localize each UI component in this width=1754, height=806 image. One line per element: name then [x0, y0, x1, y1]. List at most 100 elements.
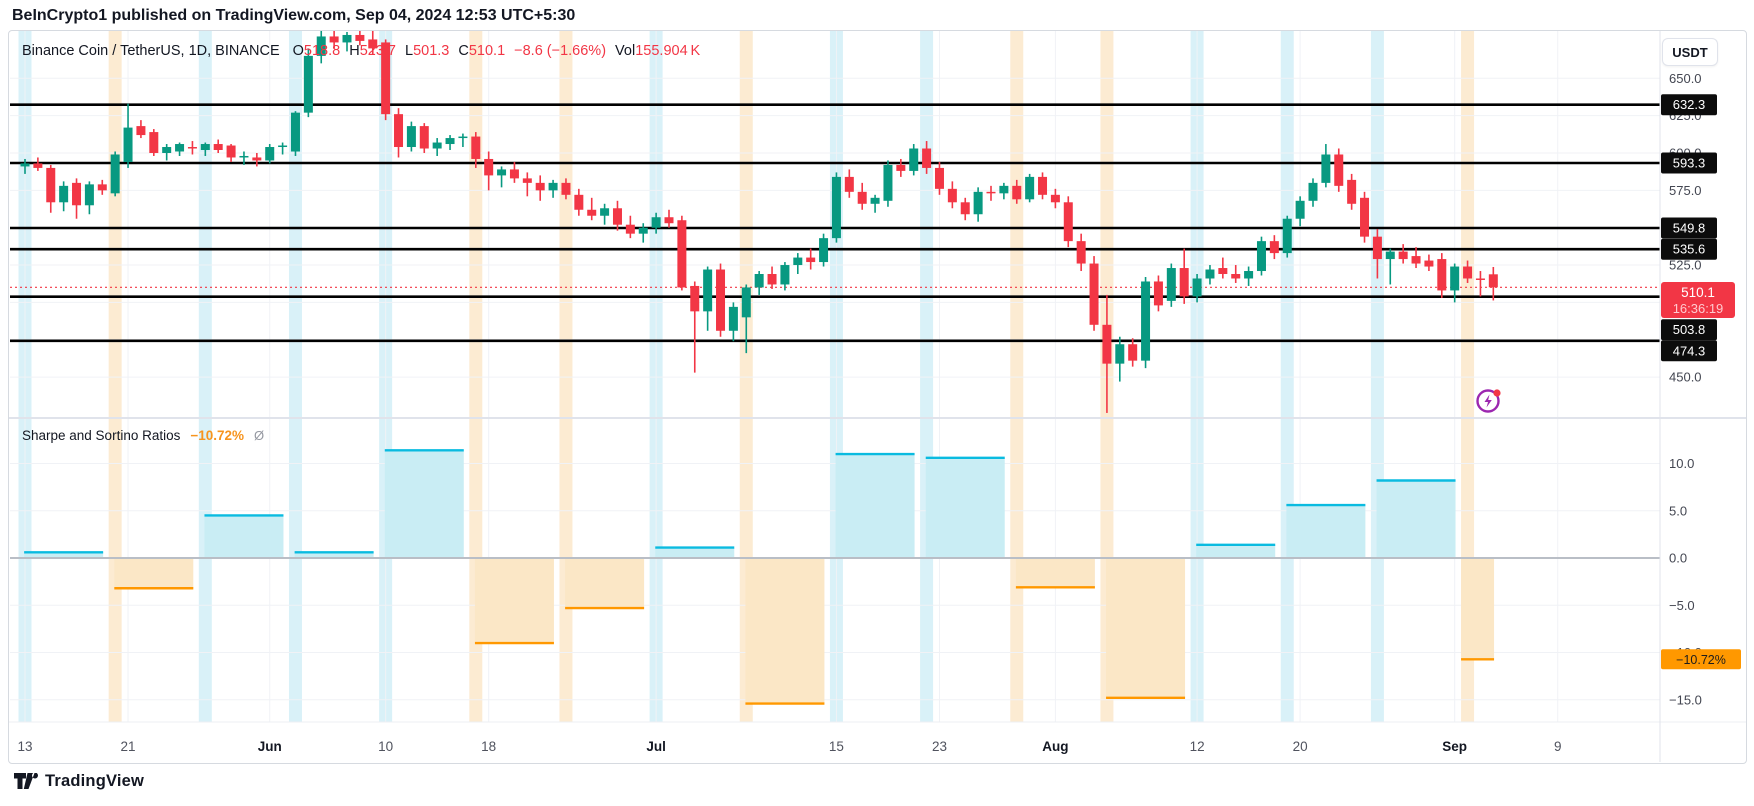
candle	[574, 194, 584, 210]
svg-text:575.0: 575.0	[1669, 183, 1702, 198]
candle	[123, 127, 133, 162]
candle	[1256, 241, 1266, 272]
candle	[239, 155, 249, 158]
candle	[1372, 236, 1382, 260]
candle	[1205, 269, 1215, 279]
candle	[1450, 266, 1460, 291]
candle	[458, 136, 468, 139]
candle	[33, 163, 43, 168]
candle	[1218, 268, 1228, 275]
candle	[844, 176, 854, 192]
attribution-text: BeInCrypto1 published on TradingView.com…	[12, 7, 576, 24]
candle	[1244, 271, 1254, 279]
tradingview-logo[interactable]: TradingView	[14, 772, 144, 791]
time-tick: 21	[121, 739, 136, 754]
svg-text:−15.0: −15.0	[1669, 692, 1702, 707]
ratio-bar	[24, 552, 104, 558]
candle	[548, 182, 558, 191]
legend-change: −8.6 (−1.66%)	[514, 43, 607, 59]
candle	[149, 132, 159, 153]
candle	[986, 191, 996, 194]
ratio-bar	[474, 558, 554, 644]
candle	[612, 208, 622, 225]
indicator-legend: Sharpe and Sortino Ratios −10.72% Ø	[22, 428, 264, 443]
candle	[1437, 259, 1447, 291]
candle	[303, 55, 313, 113]
candle	[690, 285, 700, 312]
candle	[187, 147, 197, 149]
candle	[1385, 251, 1395, 260]
candle	[934, 167, 944, 189]
svg-text:−10.72%: −10.72%	[1676, 653, 1726, 667]
candle	[960, 202, 970, 215]
price-level-badges: 632.3 593.3 549.8 535.6 503.8 474.3	[1661, 94, 1717, 362]
candle	[1231, 274, 1241, 279]
candle	[394, 114, 404, 148]
candle	[728, 306, 738, 331]
candle	[278, 145, 288, 148]
candle	[973, 191, 983, 215]
candle	[831, 176, 841, 239]
legend-volume: Vol155.904 K	[615, 43, 701, 59]
candle	[651, 217, 661, 228]
candle	[1038, 176, 1048, 195]
candle	[1025, 176, 1035, 200]
currency-toggle-button[interactable]: USDT	[1662, 38, 1718, 66]
candle	[716, 269, 726, 331]
ratio-bar	[1286, 505, 1366, 558]
indicator-value-badge: −10.72%	[1661, 649, 1741, 670]
time-tick: Jul	[646, 739, 666, 754]
candle	[290, 112, 300, 152]
candle	[432, 142, 442, 149]
ratio-bar	[294, 552, 374, 558]
time-tick: 20	[1293, 739, 1308, 754]
ratio-bar	[114, 558, 194, 589]
candle	[252, 157, 262, 161]
candle	[947, 188, 957, 203]
week-band	[469, 30, 483, 722]
symbol-legend: Binance Coin / TetherUS, 1D, BINANCE O51…	[22, 43, 700, 59]
week-band	[288, 30, 302, 722]
candle	[406, 126, 416, 148]
candle	[1076, 241, 1086, 264]
week-band	[559, 30, 573, 722]
candle	[1334, 154, 1344, 186]
instant-trading-button[interactable]	[1474, 385, 1504, 415]
candle	[1141, 281, 1151, 361]
ratio-bar	[1461, 558, 1495, 660]
level-badge	[1661, 217, 1717, 239]
price-axis-drag-area[interactable]	[1660, 30, 1746, 722]
candle	[793, 257, 803, 266]
time-tick: 9	[1554, 739, 1562, 754]
lightning-icon	[1476, 389, 1501, 413]
svg-text:503.8: 503.8	[1673, 322, 1706, 337]
candle	[46, 167, 56, 203]
legend-low: L501.3	[404, 43, 450, 59]
time-tick: 10	[378, 739, 393, 754]
candle	[754, 274, 764, 288]
candle	[1192, 278, 1202, 297]
indicator-title[interactable]: Sharpe and Sortino Ratios	[22, 428, 181, 443]
svg-text:535.6: 535.6	[1673, 242, 1706, 257]
candle	[1488, 274, 1498, 288]
symbol-title[interactable]: Binance Coin / TetherUS, 1D, BINANCE	[22, 43, 280, 59]
legend-high: H523.7	[349, 43, 396, 59]
candle	[136, 126, 146, 136]
time-tick: Sep	[1442, 739, 1467, 754]
svg-text:474.3: 474.3	[1673, 343, 1706, 358]
candle	[1411, 256, 1421, 264]
indicator-empty-icon: Ø	[254, 428, 265, 443]
candle	[1347, 179, 1357, 204]
candle	[316, 36, 326, 56]
candle	[97, 184, 107, 191]
sharpe-sortino-bars	[24, 449, 1495, 705]
week-band	[1461, 30, 1475, 722]
time-tick: 23	[932, 739, 947, 754]
time-axis-labels: 13 21 Jun 10 18 Jul 15 23 Aug 12 20 Sep 9	[17, 739, 1561, 754]
level-badge	[1661, 340, 1717, 362]
level-badge	[1661, 152, 1717, 174]
candle	[1115, 344, 1125, 364]
time-axis-drag-area[interactable]	[10, 722, 1660, 762]
last-price-badge: 510.116:36:19	[1661, 282, 1735, 318]
